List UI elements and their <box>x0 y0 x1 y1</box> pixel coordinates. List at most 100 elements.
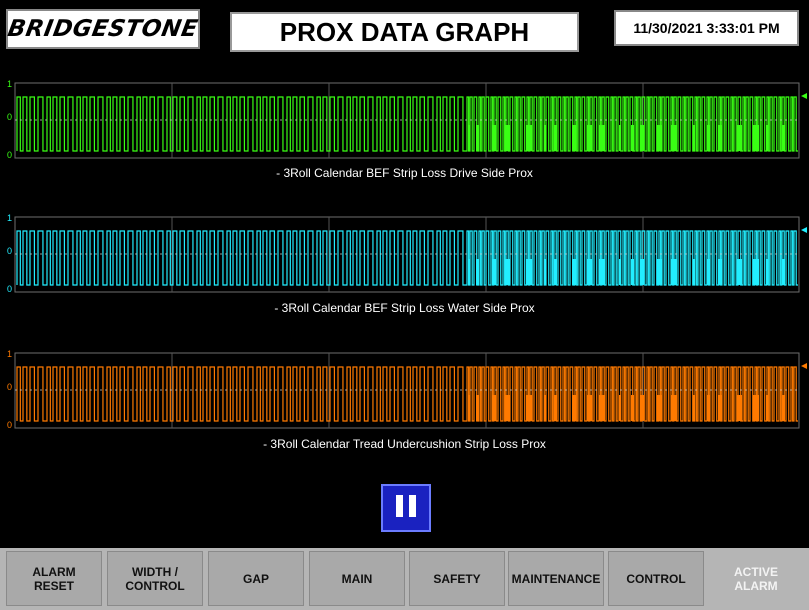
chart-caption: - 3Roll Calendar BEF Strip Loss Drive Si… <box>276 166 533 180</box>
chart-drive-side-prox: 1 0 0 - 3Roll Calendar BEF Strip Loss Driv… <box>0 78 809 188</box>
signal-block <box>619 395 621 421</box>
signal-block <box>640 395 644 421</box>
signal-block <box>587 395 592 421</box>
signal-block <box>599 395 605 421</box>
signal-block <box>671 125 677 151</box>
signal-block <box>468 395 470 421</box>
chart-tread-undercushion-plot: 1 0 0 <box>7 349 807 430</box>
signal-block <box>619 259 621 285</box>
header-bar: BRIDGESTONE PROX DATA GRAPH 11/30/2021 3… <box>0 0 809 60</box>
logo-text: BRIDGESTONE <box>5 16 201 42</box>
datetime-display: 11/30/2021 3:33:01 PM <box>614 10 799 46</box>
chart-tread-undercushion-prox: 1 0 0 - 3Roll Calendar Tread Undercushion … <box>0 348 809 458</box>
bottom-nav: ALARM RESET WIDTH / CONTROL GAP MAIN SAF… <box>0 548 809 610</box>
signal-trace <box>16 230 798 286</box>
y-tick-label: 1 <box>7 79 12 89</box>
chart-drive-side-plot: 1 0 0 <box>7 79 807 160</box>
signal-block <box>554 125 557 151</box>
signal-block <box>782 125 785 151</box>
y-tick-label: 1 <box>7 213 12 223</box>
signal-block <box>657 259 662 285</box>
signal-block <box>468 259 470 285</box>
page-title: PROX DATA GRAPH <box>230 12 579 52</box>
signal-block <box>572 395 576 421</box>
signal-block <box>671 395 677 421</box>
signal-block <box>640 259 644 285</box>
y-tick-label: 0 <box>7 150 12 160</box>
signal-block <box>707 259 710 285</box>
signal-block <box>505 259 510 285</box>
signal-block <box>599 259 605 285</box>
signal-block <box>657 125 662 151</box>
maintenance-button[interactable]: MAINTENANCE <box>508 551 604 606</box>
signal-block <box>753 395 759 421</box>
signal-block <box>544 395 546 421</box>
signal-block <box>554 395 557 421</box>
signal-block <box>671 259 677 285</box>
pause-icon <box>393 494 419 522</box>
signal-block <box>737 125 742 151</box>
signal-block <box>657 395 662 421</box>
y-tick-label: 0 <box>7 246 12 256</box>
signal-block <box>631 259 634 285</box>
width-control-button[interactable]: WIDTH / CONTROL <box>107 551 203 606</box>
alarm-reset-button[interactable]: ALARM RESET <box>6 551 102 606</box>
signal-block <box>766 395 768 421</box>
signal-block <box>587 125 592 151</box>
signal-block <box>631 125 634 151</box>
signal-block <box>587 259 592 285</box>
signal-block <box>753 259 759 285</box>
signal-block <box>492 395 496 421</box>
signal-block <box>468 125 470 151</box>
signal-block <box>782 395 785 421</box>
signal-block <box>492 125 496 151</box>
signal-block <box>693 125 695 151</box>
signal-block <box>718 259 722 285</box>
main-button[interactable]: MAIN <box>309 551 405 606</box>
scale-marker <box>801 93 807 99</box>
signal-block <box>737 395 742 421</box>
y-tick-label: 0 <box>7 112 12 122</box>
signal-block <box>718 395 722 421</box>
y-tick-label: 0 <box>7 420 12 430</box>
signal-block <box>476 395 479 421</box>
signal-block <box>782 259 785 285</box>
signal-block <box>476 259 479 285</box>
signal-block <box>505 395 510 421</box>
signal-block <box>737 259 742 285</box>
signal-block <box>476 125 479 151</box>
scale-marker <box>801 227 807 233</box>
safety-button[interactable]: SAFETY <box>409 551 505 606</box>
signal-block <box>526 395 532 421</box>
chart-water-side-prox: 1 0 0 - 3Roll Calendar BEF Strip Loss Wate… <box>0 212 809 322</box>
signal-block <box>707 395 710 421</box>
signal-block <box>599 125 605 151</box>
signal-block <box>631 395 634 421</box>
control-button[interactable]: CONTROL <box>608 551 704 606</box>
signal-block <box>753 125 759 151</box>
pause-button[interactable] <box>381 484 431 532</box>
signal-block <box>766 259 768 285</box>
active-alarm-button[interactable]: ACTIVE ALARM <box>708 551 804 606</box>
chart-caption: - 3Roll Calendar Tread Undercushion Stri… <box>263 437 546 451</box>
signal-trace <box>16 366 798 422</box>
signal-block <box>572 259 576 285</box>
chart-water-side-plot: 1 0 0 <box>7 213 807 294</box>
signal-block <box>526 125 532 151</box>
signal-block <box>640 125 644 151</box>
bridgestone-logo: BRIDGESTONE <box>6 9 200 49</box>
signal-block <box>766 125 768 151</box>
signal-block <box>544 259 546 285</box>
y-tick-label: 0 <box>7 284 12 294</box>
scale-marker <box>801 363 807 369</box>
signal-block <box>554 259 557 285</box>
signal-block <box>693 259 695 285</box>
gap-button[interactable]: GAP <box>208 551 304 606</box>
signal-block <box>544 125 546 151</box>
y-tick-label: 1 <box>7 349 12 359</box>
signal-block <box>693 395 695 421</box>
y-tick-label: 0 <box>7 382 12 392</box>
signal-block <box>572 125 576 151</box>
signal-block <box>492 259 496 285</box>
signal-block <box>619 125 621 151</box>
